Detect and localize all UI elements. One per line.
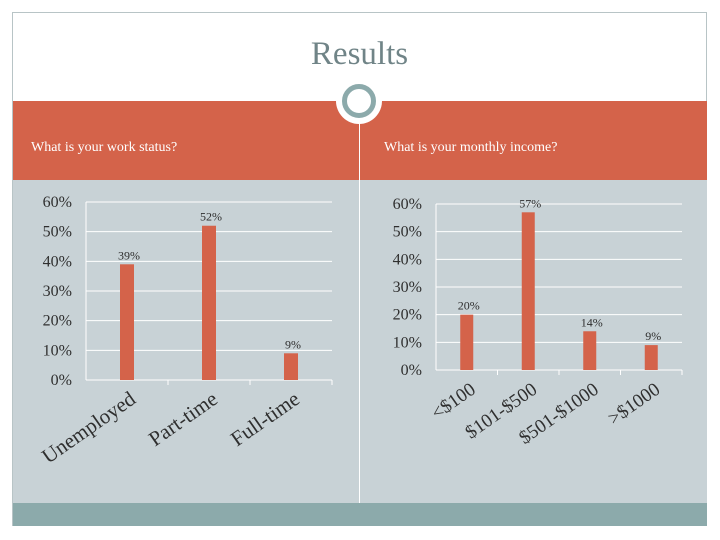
y-tick-label: 10% [393, 334, 422, 351]
panel-divider [359, 101, 360, 503]
data-label: 52% [200, 210, 222, 224]
bar [120, 264, 134, 380]
y-tick-label: 0% [51, 372, 72, 389]
bar [521, 212, 535, 370]
bar [644, 345, 658, 370]
data-label: 9% [645, 329, 661, 343]
y-tick-label: 60% [393, 196, 422, 213]
category-label: Full-time [226, 386, 304, 450]
y-tick-label: 20% [43, 313, 72, 330]
data-label: 20% [458, 299, 480, 313]
y-tick-label: 50% [43, 224, 72, 241]
bar [460, 314, 474, 370]
y-tick-label: 10% [43, 342, 72, 359]
bar [202, 225, 216, 380]
y-tick-label: 60% [43, 194, 72, 211]
y-tick-label: 30% [393, 279, 422, 296]
data-label: 39% [118, 248, 140, 262]
bar [284, 353, 298, 380]
footer-bar [13, 503, 707, 526]
y-tick-label: 20% [393, 307, 422, 324]
data-label: 57% [519, 196, 541, 210]
monthly-income-chart: 0%10%20%30%40%50%60%20%<$10057%$101-$500… [393, 196, 683, 449]
question-work-status: What is your work status? [31, 140, 178, 155]
data-label: 14% [581, 315, 603, 329]
y-tick-label: 50% [393, 224, 422, 241]
bar [583, 331, 597, 370]
question-monthly-income: What is your monthly income? [384, 140, 558, 155]
y-tick-label: 30% [43, 283, 72, 300]
y-tick-label: 40% [43, 253, 72, 270]
category-label: >$1000 [604, 379, 664, 430]
y-tick-label: 0% [401, 362, 422, 379]
category-label: Unemployed [37, 386, 140, 468]
category-label: Part-time [144, 386, 222, 450]
data-label: 9% [285, 337, 301, 351]
circle-ornament-icon [336, 78, 382, 124]
slide-title: Results [310, 36, 409, 72]
category-label: <$100 [428, 379, 480, 424]
y-tick-label: 40% [393, 251, 422, 268]
work-status-chart: 0% 10% 20% 30% 40% 50% 60% 39% Unemployed 52% Part… [37, 194, 333, 468]
